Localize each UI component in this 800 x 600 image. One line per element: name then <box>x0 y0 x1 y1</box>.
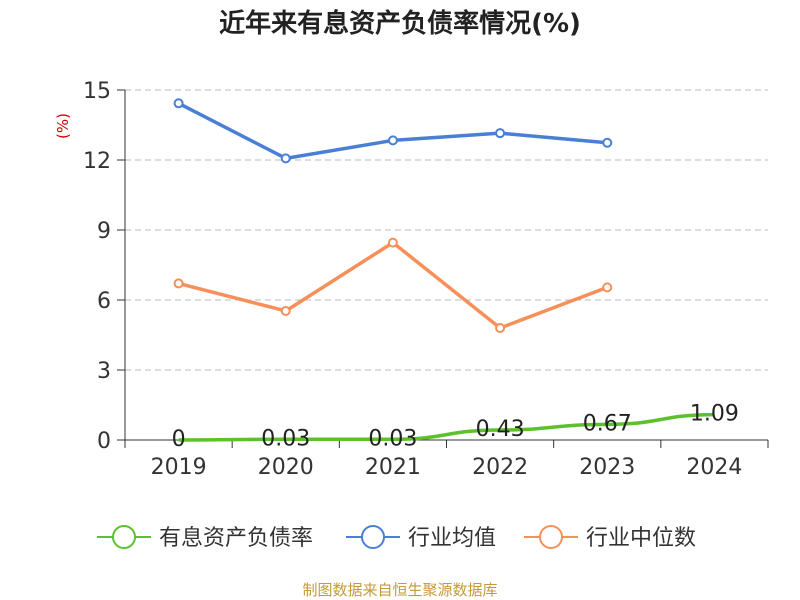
y-tick-label: 15 <box>83 79 111 104</box>
axes: 0 3 6 9 12 15 2019 2020 2021 2022 2023 2024 <box>83 79 769 480</box>
series-point[interactable] <box>602 137 613 148</box>
data-label: 0 <box>172 427 186 452</box>
y-tick-label: 0 <box>97 429 111 454</box>
series-point[interactable] <box>280 305 291 316</box>
data-label: 0.67 <box>583 411 632 436</box>
legend-label: 有息资产负债率 <box>159 526 313 551</box>
y-tick-label: 6 <box>97 289 111 314</box>
x-tick-label: 2020 <box>258 455 314 480</box>
data-label: 0.03 <box>368 426 417 451</box>
data-labels: 0 0.03 0.03 0.43 0.67 1.09 <box>172 402 739 452</box>
legend-item[interactable]: 有息资产负债率 <box>97 525 313 551</box>
x-tick-label: 2019 <box>151 455 207 480</box>
source-text: 制图数据来自恒生聚源数据库 <box>302 581 497 599</box>
series-point[interactable] <box>495 128 506 139</box>
chart-title: 近年来有息资产负债率情况(%) <box>219 8 581 39</box>
y-axis-label: (%) <box>54 113 72 139</box>
series-group <box>173 98 715 442</box>
x-tick-label: 2021 <box>365 455 421 480</box>
x-tick-label: 2024 <box>686 455 742 480</box>
series-point[interactable] <box>602 282 613 293</box>
y-tick-label: 9 <box>97 219 111 244</box>
series-point[interactable] <box>495 323 506 333</box>
series-point[interactable] <box>173 98 184 109</box>
series-point[interactable] <box>280 153 291 164</box>
legend-marker <box>539 525 563 549</box>
series-point[interactable] <box>387 135 398 146</box>
data-label: 1.09 <box>690 402 739 427</box>
legend-marker <box>361 525 385 549</box>
legend-item[interactable]: 行业中位数 <box>524 525 696 551</box>
legend-label: 行业均值 <box>408 526 496 551</box>
x-tick-label: 2022 <box>472 455 528 480</box>
x-tick-label: 2023 <box>579 455 635 480</box>
data-label: 0.43 <box>476 417 525 442</box>
y-tick-label: 12 <box>83 149 111 174</box>
series-line <box>178 240 608 330</box>
legend-marker <box>112 525 136 549</box>
grid <box>125 89 768 371</box>
y-tick-label: 3 <box>97 359 111 384</box>
data-label: 0.03 <box>261 426 310 451</box>
legend[interactable]: 有息资产负债率 行业均值 行业中位数 <box>97 525 696 551</box>
series-line <box>178 412 715 442</box>
legend-item[interactable]: 行业均值 <box>346 525 496 551</box>
legend-label: 行业中位数 <box>586 526 696 551</box>
series-point[interactable] <box>173 278 184 289</box>
series-line <box>177 101 608 161</box>
series-point[interactable] <box>387 237 398 248</box>
